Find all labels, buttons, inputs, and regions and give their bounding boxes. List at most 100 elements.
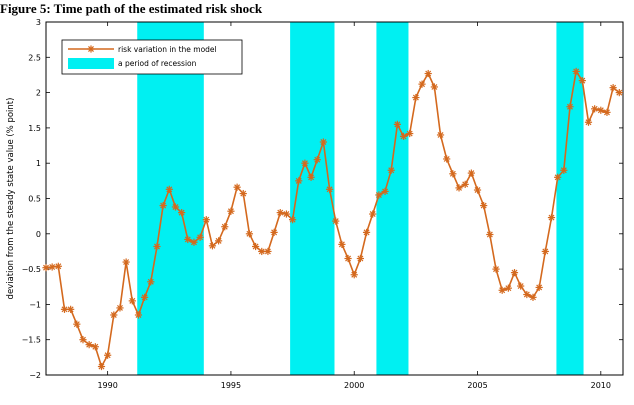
risk-series-point — [424, 69, 432, 78]
risk-series-point — [461, 180, 469, 188]
risk-series-point — [412, 93, 420, 102]
risk-series-point — [91, 343, 99, 351]
risk-series-point — [517, 282, 525, 290]
legend: risk variation in the model a period of … — [61, 39, 243, 75]
risk-series-point — [165, 185, 173, 193]
y-tick-label: −1 — [29, 300, 41, 309]
figure-title: Figure 5: Time path of the estimated ris… — [0, 1, 263, 16]
risk-series-point — [245, 230, 254, 238]
risk-series-line — [45, 69, 620, 369]
risk-series-point — [42, 264, 50, 272]
risk-series-point — [134, 311, 143, 319]
risk-series-point — [591, 105, 599, 113]
risk-series-point — [338, 240, 346, 248]
y-tick-label: 0.5 — [28, 195, 41, 204]
risk-series-point — [196, 233, 204, 241]
recession-band — [376, 22, 409, 375]
risk-series-point — [288, 216, 297, 224]
legend-series-label: risk variation in the model — [118, 45, 217, 54]
risk-series-point — [615, 89, 623, 97]
risk-series-point — [190, 238, 198, 246]
risk-series-point — [504, 284, 512, 292]
x-tick-label: 1990 — [97, 381, 117, 390]
risk-series-point — [202, 216, 210, 224]
risk-series-point — [227, 207, 235, 215]
risk-series-point — [141, 293, 149, 301]
risk-series-point — [498, 286, 506, 294]
x-tick-label: 1995 — [221, 381, 241, 390]
risk-series-markers — [42, 67, 623, 371]
y-tick-label: 2 — [36, 89, 41, 98]
risk-series-point — [362, 228, 371, 236]
risk-series-point — [313, 156, 321, 164]
y-tick-label: 1 — [36, 159, 41, 168]
risk-series-point — [110, 311, 118, 319]
risk-series-point — [609, 84, 617, 92]
risk-series-point — [523, 290, 531, 299]
risk-series-point — [554, 173, 562, 181]
y-tick-label: −2 — [29, 371, 41, 380]
risk-series-point — [597, 106, 605, 114]
legend-recession-swatch — [68, 58, 114, 69]
risk-series-point — [128, 297, 136, 305]
risk-series-point — [369, 210, 377, 218]
risk-series-point — [467, 169, 475, 177]
risk-series-point — [276, 209, 284, 217]
risk-series-point — [443, 155, 451, 163]
risk-series-point — [455, 184, 463, 192]
risk-series-point — [399, 132, 408, 140]
risk-series-point — [375, 191, 383, 199]
risk-series-point — [301, 159, 309, 167]
risk-series-point — [147, 278, 155, 286]
risk-series-point — [578, 76, 586, 85]
risk-series-point — [270, 228, 278, 236]
risk-series-point — [344, 254, 352, 263]
risk-series-point — [221, 223, 229, 231]
y-tick-label: 2.5 — [28, 53, 41, 62]
risk-series-point — [510, 269, 519, 277]
risk-series-point — [547, 213, 556, 222]
x-tick-label: 2005 — [467, 381, 487, 390]
risk-series-point — [319, 138, 328, 146]
risk-series-point — [307, 173, 315, 181]
risk-series-point — [104, 351, 112, 359]
risk-series-point — [603, 108, 611, 116]
risk-series-point — [486, 230, 494, 239]
recession-band — [290, 22, 335, 375]
risk-series-point — [572, 67, 580, 76]
risk-series-point — [159, 201, 167, 210]
legend-recession-label: a period of recession — [118, 59, 197, 68]
y-tick-label: −0.5 — [22, 265, 41, 274]
x-axis: 1990 1995 2000 2005 2010 — [97, 22, 611, 390]
risk-series-point — [560, 166, 568, 174]
risk-series-point — [264, 247, 272, 256]
risk-series-point — [54, 262, 62, 270]
risk-series-point — [393, 120, 401, 128]
x-tick-label: 2000 — [344, 381, 364, 390]
risk-series-point — [258, 247, 266, 256]
risk-series-point — [233, 183, 241, 191]
risk-series-point — [97, 362, 106, 371]
risk-series-point — [122, 258, 130, 266]
risk-series-point — [67, 305, 75, 313]
risk-series-point — [541, 247, 549, 256]
risk-series-point — [208, 242, 217, 250]
risk-series-point — [171, 203, 180, 211]
risk-series-point — [418, 80, 426, 88]
risk-series-point — [85, 341, 93, 349]
risk-series-point — [60, 305, 69, 313]
risk-series-point — [325, 185, 334, 193]
risk-series-point — [184, 235, 192, 244]
risk-series-point — [387, 166, 395, 174]
risk-series-point — [350, 271, 358, 279]
risk-series-point — [116, 304, 124, 312]
risk-series-point — [535, 283, 543, 292]
y-tick-label: 1.5 — [28, 124, 41, 133]
risk-series-point — [584, 118, 593, 126]
risk-series-point — [436, 131, 445, 139]
risk-series-point — [356, 254, 364, 263]
risk-series-point — [332, 217, 340, 225]
risk-series-point — [178, 209, 186, 217]
risk-series-point — [406, 129, 414, 138]
